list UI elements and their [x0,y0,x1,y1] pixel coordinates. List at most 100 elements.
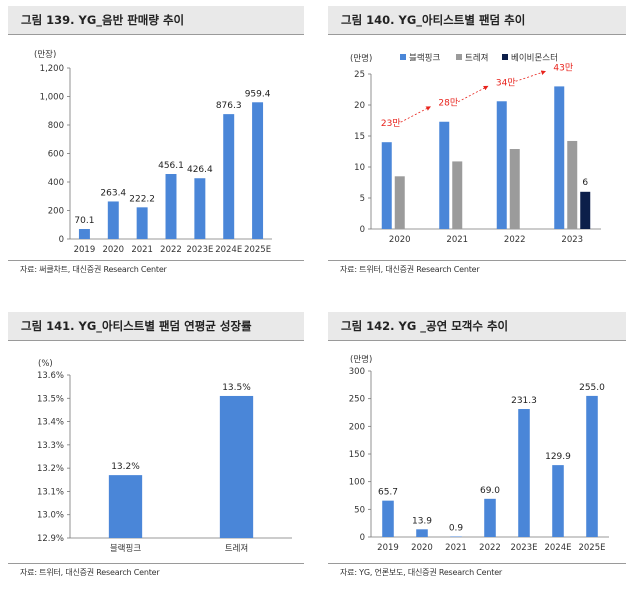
bar [382,500,394,537]
y-tick-label: 5 [360,194,365,204]
x-tick-label: 2021 [131,245,153,255]
y-tick-label: 13.0% [37,511,64,521]
x-tick-label: 2020 [102,245,124,255]
y-tick-label: 20 [354,101,365,111]
bar-value-label: 222.2 [129,194,155,204]
chart-title: 그림 140. YG_아티스트별 팬덤 추이 [328,6,626,34]
y-tick-label: 12.9% [37,534,64,544]
y-tick-label: 25 [354,70,365,80]
growth-arrow [400,106,431,123]
growth-annotation: 43만 [553,62,573,73]
x-tick-label: 2023E [510,543,537,553]
y-tick-label: 400 [48,178,64,188]
y-tick-label: 50 [354,505,365,515]
album-sales-chart: (만장) 0 200 400 600 800 1,000 1,200 70.1 2019 263.4… [34,49,272,255]
bar-value-label: 456.1 [158,161,184,171]
x-tick-label: 2021 [446,235,468,245]
x-tick-label: 2019 [377,543,399,553]
source-divider [328,260,626,261]
y-tick-label: 600 [48,150,64,160]
bar [219,395,254,538]
legend-swatch [502,54,508,60]
bar-value-label: 876.3 [216,101,242,111]
bar-value-label: 70.1 [74,216,94,226]
chart-panel-concert-attendance: 그림 142. YG _공연 모객수 추이 (만명) 0 50 100 150 200 25… [328,312,626,594]
y-tick-label: 13.6% [37,371,64,381]
bar [496,101,507,229]
bar-value-label: 65.7 [378,488,398,498]
growth-annotation: 28만 [438,98,458,109]
x-tick-label: 2024E [215,245,242,255]
legend-label: 트레져 [465,54,488,64]
bar [552,465,564,537]
bar-value-label: 255.0 [579,383,605,393]
y-tick-label: 13.1% [37,487,64,497]
bar [586,395,598,537]
unit-label: (%) [38,359,53,369]
bar [165,174,177,239]
unit-label: (만장) [34,49,56,60]
x-tick-label: 블랙핑크 [110,543,141,554]
x-tick-label: 2022 [504,235,526,245]
bar [484,498,496,537]
title-divider [8,34,304,35]
bar [580,191,591,229]
source-divider [8,563,304,564]
x-tick-label: 2020 [389,235,411,245]
chart-title: 그림 139. YG_음반 판매량 추이 [8,6,304,34]
title-divider [328,34,626,35]
bar [223,114,235,239]
bar [452,161,463,229]
bar [567,140,578,229]
chart-source: 자료: YG, 언론보도, 대신증권 Research Center [340,568,503,577]
bar-value-label: 263.4 [100,188,126,198]
bar-value-label: 0.9 [449,524,464,534]
bar-value-label: 426.4 [187,165,213,175]
growth-arrow [458,85,489,103]
fandom-cagr-chart: (%) 12.9% 13.0% 13.1% 13.2% 13.3% 13.4% 13.5% 13… [37,359,292,554]
y-tick-label: 150 [349,450,365,460]
fandom-trend-chart: (만명) 0 5 10 15 20 25 블랙핑크 트레져 베이비몬스터 2020 2021 2022 2… [350,53,601,245]
title-divider [8,340,304,341]
title-divider [328,340,626,341]
y-tick-label: 300 [349,367,365,377]
chart-title: 그림 141. YG_아티스트별 팬덤 연평균 성장률 [8,312,304,340]
bar [108,475,143,538]
y-tick-label: 100 [349,478,365,488]
chart-panel-fandom-trend: 그림 140. YG_아티스트별 팬덤 추이 (만명) 0 5 10 15 20 25 블랙핑… [328,6,626,296]
source-divider [8,260,304,261]
x-tick-label: 2023E [186,245,213,255]
bar [136,207,148,239]
y-tick-label: 1,000 [40,93,64,103]
bar-value-label: 13.2% [111,462,140,472]
y-tick-label: 13.2% [37,464,64,474]
bar [518,409,530,537]
bar-value-label: 69.0 [480,486,500,496]
x-tick-label: 2025E [244,245,271,255]
bar [107,201,119,239]
concert-attendance-chart: (만명) 0 50 100 150 200 250 300 65.7 2019 13.9 2020 0.… [349,354,609,553]
growth-annotation: 23만 [381,118,401,129]
bar-value-label: 13.5% [222,383,251,393]
bar [439,121,450,229]
y-tick-label: 250 [349,395,365,405]
unit-label: (만명) [350,53,372,64]
chart-source: 자료: 써클차트, 대신증권 Research Center [20,265,167,274]
chart-source: 자료: 트위터, 대신증권 Research Center [20,568,160,577]
growth-arrow [515,70,547,82]
bar-value-label: 13.9 [412,516,432,526]
x-tick-label: 2019 [74,245,96,255]
legend-label: 블랙핑크 [409,53,440,64]
y-tick-label: 13.4% [37,418,64,428]
y-tick-label: 0 [360,533,365,543]
bar [416,529,428,537]
unit-label: (만명) [350,354,372,365]
y-tick-label: 800 [48,121,64,131]
y-tick-label: 0 [59,235,64,245]
legend-swatch [400,54,406,60]
legend-swatch [456,54,462,60]
bar-value-label: 231.3 [511,396,537,406]
bar-value-label: 6 [582,178,588,188]
x-tick-label: 2022 [160,245,182,255]
x-tick-label: 2024E [544,543,571,553]
